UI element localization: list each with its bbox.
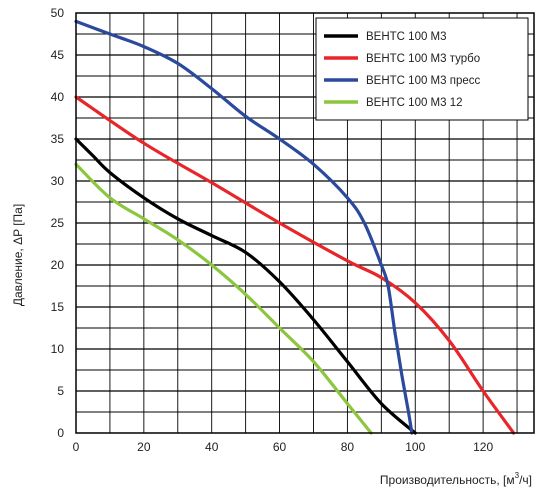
x-axis-title-main: Производительность, [м: [380, 473, 515, 487]
y-tick-label: 20: [51, 258, 65, 272]
chart-legend: ВЕНТС 100 М3 ВЕНТС 100 М3 турбо ВЕНТС 100 …: [315, 17, 529, 121]
legend-label-4: ВЕНТС 100 М3 12: [366, 97, 463, 109]
y-tick-label: 5: [57, 384, 64, 398]
y-tick-label: 0: [57, 426, 64, 440]
y-axis-ticks: 0 5 10 15 20 25 30 35 40 45 50: [51, 6, 65, 440]
y-tick-label: 35: [51, 132, 65, 146]
plot-frame: [75, 12, 535, 434]
legend-label-1: ВЕНТС 100 М3: [366, 31, 447, 43]
y-tick-label: 15: [51, 300, 65, 314]
y-tick-label: 45: [51, 48, 65, 62]
x-tick-label: 100: [405, 440, 425, 454]
y-tick-label: 25: [51, 216, 65, 230]
y-tick-label: 10: [51, 342, 65, 356]
series-line-2: [74, 95, 516, 435]
legend-label-3: ВЕНТС 100 М3 пресс: [366, 75, 480, 87]
y-tick-label: 40: [51, 90, 65, 104]
x-axis-ticks: 0 20 40 60 80 100 120: [73, 440, 494, 454]
series-line-1: [74, 137, 417, 435]
x-tick-label: 80: [341, 440, 355, 454]
series-line-3: [74, 19, 414, 435]
x-tick-label: 0: [73, 440, 80, 454]
x-tick-label: 20: [137, 440, 151, 454]
x-tick-label: 40: [205, 440, 219, 454]
x-tick-label: 60: [273, 440, 287, 454]
y-axis-title: Давление, ΔP [Па]: [11, 204, 25, 306]
x-axis-title-tail: /ч]: [519, 473, 532, 487]
series-line-4: [74, 162, 373, 435]
series-layer: [74, 19, 516, 435]
x-tick-label: 120: [473, 440, 493, 454]
x-axis-title: Производительность, [м3/ч]: [380, 471, 532, 487]
y-tick-label: 30: [51, 174, 65, 188]
y-tick-label: 50: [51, 6, 65, 20]
x-axis-title-superscript: 3: [515, 471, 520, 480]
legend-label-2: ВЕНТС 100 М3 турбо: [366, 53, 480, 65]
